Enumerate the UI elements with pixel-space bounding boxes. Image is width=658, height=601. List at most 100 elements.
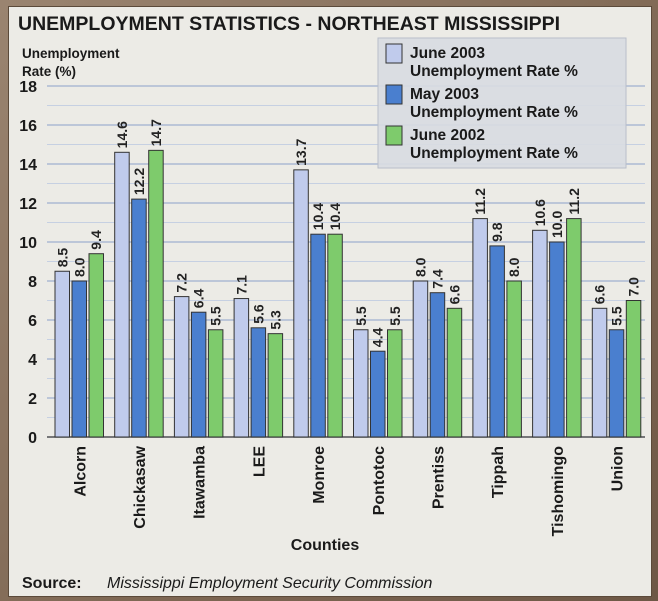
x-category-label: Tippah xyxy=(490,446,507,498)
bar-value-label: 7.2 xyxy=(174,273,190,293)
legend-entry-text: June 2002 xyxy=(410,127,485,144)
bar xyxy=(591,307,608,438)
bar-value-label: 8.0 xyxy=(506,257,522,277)
y-axis-label-line2: Rate (%) xyxy=(22,64,76,79)
x-category-label: LEE xyxy=(251,446,268,477)
y-tick-label: 6 xyxy=(28,313,37,330)
bar xyxy=(148,149,164,438)
bar xyxy=(190,311,207,438)
x-category-label: Prentiss xyxy=(430,446,447,509)
bar-value-label: 5.6 xyxy=(250,304,266,324)
bar-value-label: 7.4 xyxy=(429,269,445,289)
bar xyxy=(267,333,284,438)
bar-value-label: 9.4 xyxy=(88,230,104,250)
bar-value-label: 7.0 xyxy=(626,277,642,297)
bar xyxy=(54,270,70,438)
bar xyxy=(625,300,642,438)
bar-value-label: 10.4 xyxy=(310,203,326,230)
bar xyxy=(489,245,505,438)
bar-value-label: 12.2 xyxy=(131,168,147,195)
bar-value-label: 8.5 xyxy=(54,248,70,268)
legend-entry-text: Unemployment Rate % xyxy=(410,145,578,162)
bar-value-label: 10.6 xyxy=(532,199,548,226)
x-categories: Alcorn Chickasaw Itawamba LEE Monroe Pontotoc… xyxy=(72,445,626,536)
x-category-label: Alcorn xyxy=(72,446,89,497)
legend-entry-text: June 2003 xyxy=(410,45,485,62)
bar-value-label: 9.8 xyxy=(489,222,505,242)
bar-value-label: 11.2 xyxy=(472,188,488,215)
y-tick-label: 2 xyxy=(28,391,37,408)
bar-value-label: 6.4 xyxy=(191,289,207,309)
x-category-label: Itawamba xyxy=(192,446,209,519)
bar xyxy=(387,329,403,438)
bar-value-label: 5.3 xyxy=(267,310,283,330)
bar xyxy=(173,296,190,438)
bar-value-label: 5.5 xyxy=(387,306,403,326)
y-tick-label: 16 xyxy=(19,118,37,135)
bar xyxy=(353,329,369,438)
source-text: Mississippi Employment Security Commissi… xyxy=(107,575,433,592)
bar-value-label: 13.7 xyxy=(293,138,309,165)
bar-value-label: 8.0 xyxy=(412,257,428,277)
bar xyxy=(566,218,582,438)
bar xyxy=(506,280,522,438)
y-tick-label: 10 xyxy=(19,235,37,252)
bar-value-label: 5.5 xyxy=(609,306,625,326)
bar xyxy=(250,327,267,438)
bars: 8.58.09.414.612.214.77.26.45.57.15.6 5.31… xyxy=(54,119,642,438)
bar xyxy=(446,307,463,438)
legend-entry-text: Unemployment Rate % xyxy=(410,63,578,80)
bar xyxy=(327,233,343,438)
bar xyxy=(233,298,250,438)
bar-value-label: 8.0 xyxy=(71,257,87,277)
source-label: Source: xyxy=(22,575,82,592)
bar xyxy=(207,329,224,438)
y-tick-label: 8 xyxy=(28,274,37,291)
legend-box xyxy=(377,37,627,169)
bar-value-label: 7.1 xyxy=(233,275,249,295)
x-category-label: Pontotoc xyxy=(371,446,388,515)
bar xyxy=(131,198,147,438)
bar xyxy=(608,329,625,438)
legend-swatch xyxy=(385,43,403,64)
y-axis-label-line1: Unemployment xyxy=(22,46,120,61)
bar-value-label: 14.7 xyxy=(148,119,164,146)
chart-title: UNEMPLOYMENT STATISTICS - NORTHEAST MISS… xyxy=(18,13,560,35)
y-tick-label: 14 xyxy=(19,157,37,174)
y-tick-label: 0 xyxy=(28,430,37,447)
bar xyxy=(370,350,386,438)
bar-value-label: 11.2 xyxy=(566,188,582,215)
bar xyxy=(549,241,565,438)
bar xyxy=(310,233,326,438)
bar xyxy=(71,280,87,438)
bar-value-label: 4.4 xyxy=(370,328,386,348)
bar xyxy=(412,280,429,438)
x-category-label: Tishomingo xyxy=(550,446,567,537)
legend-swatch xyxy=(385,84,403,105)
bar xyxy=(293,169,309,438)
x-axis-label: Counties xyxy=(291,537,360,554)
bar-value-label: 6.6 xyxy=(446,285,462,305)
x-category-label: Monroe xyxy=(311,446,328,504)
legend-entry-text: May 2003 xyxy=(410,86,479,103)
bar xyxy=(429,292,446,438)
bar-value-label: 14.6 xyxy=(114,121,130,148)
bar xyxy=(88,253,104,438)
bar xyxy=(472,218,488,438)
y-tick-label: 4 xyxy=(28,352,37,369)
bar xyxy=(532,229,548,438)
bar-value-label: 10.4 xyxy=(327,203,343,230)
bar-value-label: 10.0 xyxy=(549,211,565,238)
x-category-label: Chickasaw xyxy=(132,445,149,528)
y-ticks: 0 2 4 6 8 10 12 14 16 18 xyxy=(19,79,37,447)
bar-value-label: 6.6 xyxy=(592,285,608,305)
legend-swatch xyxy=(385,125,403,146)
y-tick-label: 12 xyxy=(19,196,37,213)
bar-value-label: 5.5 xyxy=(353,306,369,326)
bar-value-label: 5.5 xyxy=(208,306,224,326)
x-category-label: Union xyxy=(610,446,627,491)
legend-entry-text: Unemployment Rate % xyxy=(410,104,578,121)
